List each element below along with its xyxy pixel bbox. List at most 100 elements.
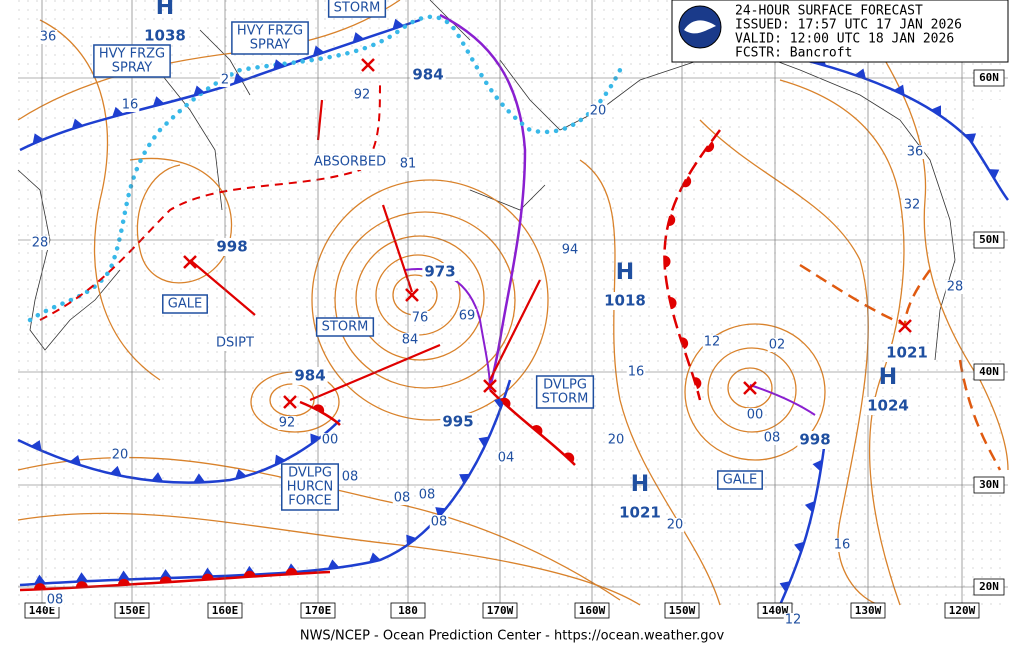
cold-front-triangle	[893, 84, 905, 96]
stationary-front	[663, 129, 722, 401]
cold-front-triangle	[369, 552, 381, 563]
low-pressure: 1021	[886, 344, 928, 362]
isobar	[779, 79, 905, 606]
isobar-label-bg	[665, 518, 685, 532]
cold-front-triangle	[312, 45, 325, 57]
annotation-text: STORM	[322, 320, 369, 335]
cold-front-triangle	[71, 118, 84, 129]
isobar-label-bg	[702, 335, 722, 349]
annotation-box	[281, 463, 339, 511]
header-valid: VALID: 12:00 UTC 18 JAN 2026	[735, 32, 954, 47]
isobar	[707, 347, 797, 433]
annotation-box	[231, 21, 309, 55]
high-pressure: 1021	[619, 504, 661, 522]
annotation-text: HURCN	[287, 480, 333, 495]
annotation-text: GALE	[168, 297, 202, 312]
cold-front-triangle	[854, 68, 867, 79]
isobar-label: 69	[459, 309, 476, 324]
isobar-label-bg	[560, 243, 580, 257]
isobar-label-bg	[945, 280, 965, 294]
isobar	[17, 512, 641, 606]
low-symbol	[183, 255, 197, 269]
lon-label: 170E	[305, 604, 332, 617]
warm-front-semicircle	[75, 581, 88, 588]
low-pressure-bg	[440, 413, 476, 431]
isobar-label-bg	[606, 433, 626, 447]
isobar-label-bg	[340, 470, 360, 484]
isobar	[129, 157, 233, 284]
high-pressure-bg	[142, 27, 188, 45]
isobar-label: 20	[112, 448, 129, 463]
annotation-box	[717, 470, 763, 490]
lon-label: 160W	[579, 604, 606, 617]
isobar-label: 92	[279, 416, 296, 431]
isobar-label: 16	[834, 538, 851, 553]
isobar-label: 28	[947, 280, 964, 295]
isobar-label-bg	[120, 98, 140, 112]
cold-front-triangle	[273, 59, 285, 70]
isobar	[579, 159, 721, 606]
isobar-label: 36	[907, 145, 924, 160]
cold-front-triangle	[435, 507, 447, 518]
lat-label: 30N	[979, 478, 999, 491]
map-layout	[17, 0, 1009, 606]
low-pressure: 984	[412, 66, 443, 84]
lon-label: 130W	[855, 604, 882, 617]
isobar-label-bg	[417, 488, 437, 502]
header: 24-HOUR SURFACE FORECAST ISSUED: 17:57 U…	[671, 0, 1009, 63]
isobar-label: 20	[608, 433, 625, 448]
track-arrow	[189, 99, 541, 402]
warm-front-semicircle	[563, 452, 575, 463]
lat-label-box	[973, 231, 1005, 249]
annotation-text: STORM	[334, 1, 381, 16]
isobar-label-bg	[745, 408, 765, 422]
low-pressure-bg	[292, 367, 328, 385]
cold-front-triangle	[352, 32, 365, 43]
isobar-label-bg	[905, 145, 925, 159]
high-symbol: H	[156, 0, 174, 20]
isobar-label: 02	[769, 338, 786, 353]
isobar	[355, 235, 485, 361]
isobar-label: 04	[498, 451, 515, 466]
isobar-label: 00	[322, 433, 339, 448]
lon-label-box	[574, 602, 610, 619]
lon-label-box	[207, 602, 243, 619]
high-pressure: 1018	[604, 292, 646, 310]
high-pressure: 1024	[867, 397, 909, 415]
annotation-bg	[214, 335, 256, 351]
warm-front	[19, 570, 331, 592]
high-symbol: H	[631, 472, 649, 497]
cold-front-triangle	[988, 169, 1000, 180]
annotation-box	[535, 375, 595, 409]
annotation-box	[93, 44, 171, 78]
isobar-label: 81	[400, 157, 417, 172]
isobar-label-bg	[38, 30, 58, 44]
cold-front-triangle	[193, 473, 206, 483]
cold-front-triangle	[117, 570, 130, 580]
warm-front-semicircle	[680, 337, 689, 350]
annotation-text: DSIPT	[216, 336, 254, 351]
isobar-label-bg	[832, 538, 852, 552]
isobar-label: 20	[590, 104, 607, 119]
cold-front-triangle	[75, 572, 88, 582]
high-pressure-bg	[865, 397, 911, 415]
lon-label-box	[664, 602, 700, 619]
low-pressure-bg	[410, 66, 446, 84]
warm-front-semicircle	[33, 583, 46, 590]
low-symbol	[483, 379, 497, 393]
isobar-label-bg	[30, 236, 50, 250]
isobar-label-bg	[626, 365, 646, 379]
isobar-label-bg	[410, 311, 430, 325]
isobar-label-bg	[783, 613, 803, 627]
lon-label-box	[114, 602, 150, 619]
isobar-label: 84	[402, 333, 419, 348]
lat-label: 20N	[979, 580, 999, 593]
low-pressure-bg	[884, 344, 930, 362]
low-pressure: 998	[799, 431, 830, 449]
low-pressure: 973	[424, 263, 455, 281]
warm-front-semicircle	[243, 570, 256, 578]
cold-front-triangle	[812, 459, 823, 472]
warm-front-semicircle	[704, 141, 715, 153]
cold-front-triangle	[112, 106, 124, 118]
